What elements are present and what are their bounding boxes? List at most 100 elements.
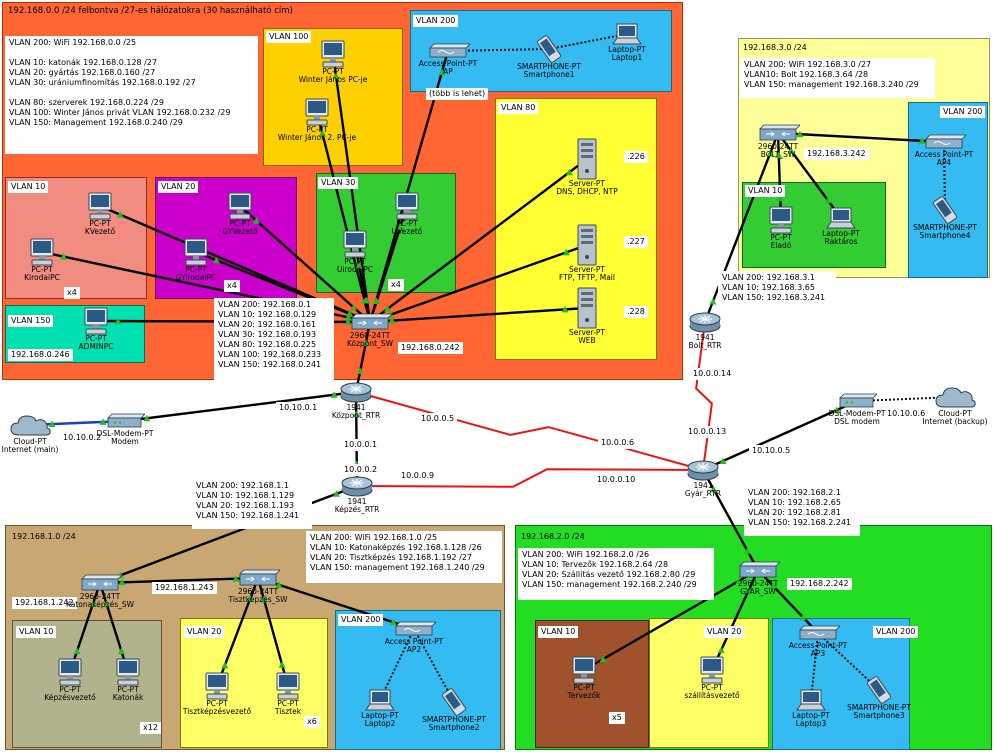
device-ap3[interactable]: Access Point-PT AP3 [776,624,860,658]
ip-10-0-0-5: 10.0.0.5 [418,413,458,425]
device-smartphone1[interactable]: SMARTPHONE-PT Smartphone1 [507,35,591,79]
link-up-marker [710,485,718,493]
device-kepzes-rtr[interactable]: 1941 Képzés_RTR [315,474,399,514]
pc-icon [0,238,84,266]
gyar-info-box: VLAN 200: WiFi 192.168.2.0 /26 VLAN 10: T… [518,548,714,600]
cable-link [239,205,371,323]
device-name-label: Modem [111,436,139,446]
device-model-label: Server-PT [569,265,605,274]
count-x12: x12 [140,722,161,734]
device-tisztkepzes-sw[interactable]: 2960-24TT Tisztképzés_SW [216,568,300,604]
device-ap2[interactable]: Access Point-PT AP2 [372,620,456,654]
device-dns[interactable]: Server-PT DNS, DHCP, NTP [545,138,629,196]
device-bolt-rtr[interactable]: 1941 Bolt_RTR [663,310,747,350]
device-katonak[interactable]: PC-PT Katonák [86,658,170,702]
device-kozpont-sw[interactable]: 2960-24TT Központ_SW [328,312,412,348]
device-gyar-rtr[interactable]: 1941 Gyár_RTR [661,458,745,498]
device-name-label: Eladó [770,240,792,250]
ip-10-0-0-13: 10.0.0.13 [685,426,730,438]
device-smartphone4[interactable]: SMARTPHONE-PT Smartphone4 [903,196,987,240]
device-elado[interactable]: PC-PT Eladó [739,206,823,250]
count-x4-kirodai: x4 [64,287,80,299]
device-szallitasvezeto[interactable]: PC-PT szállításvezető [670,656,754,700]
device-raktaros[interactable]: Laptop-PT Raktáros [799,206,883,246]
device-laptop1[interactable]: Laptop-PT Laptop1 [585,22,669,62]
device-name-label: Smartphone3 [853,710,905,720]
link-up-marker [60,253,68,260]
link-up-marker [275,581,283,588]
device-winter2[interactable]: PC-PT Winter János 2. PC-je [275,98,359,142]
access-point-icon [776,624,860,642]
device-model-label: PC-PT [229,219,251,228]
device-model-label: PC-PT [31,265,53,274]
wireless-link [548,33,628,50]
bolt-rtr-ip-line: VLAN 10: 192.168.3.65 [722,283,815,292]
device-winter1[interactable]: PC-PT Winter János PC-je [291,40,375,84]
vlan-label-e10: VLAN 10 [16,626,57,638]
device-dsl-modem[interactable]: DSL-Modem-PT DSL modem [815,392,899,426]
device-name-label: KVezető [84,226,116,236]
device-modem[interactable]: DSL-Modem-PT Modem [83,412,167,446]
device-adminpc[interactable]: PC-PT ADMINPC [54,307,138,351]
device-name-label: Gyár_RTR [684,488,722,498]
cable-link [99,576,259,585]
wan-link-kepzes-gyar [356,468,704,488]
device-tisztek[interactable]: PC-PT Tisztek [246,672,330,716]
device-model-label: DSL-Modem-PT [96,429,154,438]
bolt-info-line: VLAN10: Bolt 192.168.3.64 /28 [744,70,869,79]
device-kirodaipc[interactable]: PC-PT KirodaiPC [0,238,84,282]
switch-icon [216,568,300,588]
device-web[interactable]: Server-PT WEB [545,287,629,345]
device-urodaipc[interactable]: PC-PT UirodaiPC [313,230,397,274]
link-up-marker [796,130,804,138]
link-up-marker [143,414,151,422]
link-up-marker [346,310,354,317]
smartphone-icon [412,688,496,716]
device-ap4[interactable]: Access Point-PT AP4 [902,133,986,167]
device-name-label: Internet (backup) [922,416,988,426]
device-model-label: Access Point-PT [788,641,848,650]
link-up-marker [332,490,340,497]
device-ftp[interactable]: Server-PT FTP, TFTP, Mail [545,224,629,282]
device-ap[interactable]: Access Point-PT AP [406,42,490,76]
kepzes-rtr-ip-line: VLAN 10: 192.168.1.129 [196,491,295,500]
device-model-label: 1941 [347,497,367,506]
device-tisztkepzesvezeto[interactable]: PC-PT Tisztképzésvezető [175,672,259,716]
smartphone-icon [903,196,987,224]
device-model-label: PC-PT [185,265,207,274]
device-name-label: Smartphone1 [523,69,575,79]
ip-gyar-sw: 192.168.2.242 [787,578,852,590]
link-up-marker [355,262,363,269]
ip-10-10-0-5: 10.10.0.5 [749,445,794,457]
device-smartphone3[interactable]: SMARTPHONE-PT Smartphone3 [837,676,921,720]
pc-icon [154,238,238,266]
device-gyirodaipc[interactable]: PC-PT GYirodaiPC [154,238,238,282]
device-kepzesvezeto[interactable]: PC-PT Képzésvezető [28,658,112,702]
device-laptop2[interactable]: Laptop-PT Laptop2 [338,688,422,728]
device-kvezeto[interactable]: PC-PT KVezető [58,192,142,236]
pc-icon [28,658,112,686]
device-gyvezeto[interactable]: PC-PT GYVezető [198,192,282,236]
device-smartphone2[interactable]: SMARTPHONE-PT Smartphone2 [412,688,496,732]
device-kozpont-rtr[interactable]: 1941 Központ_RTR [314,380,398,420]
device-katonakepzes-sw[interactable]: 2960-24TT Katonaképzés_SW [58,573,142,609]
laptop-icon [338,688,422,712]
link-up-marker [318,129,326,137]
device-cloud-backup[interactable]: Cloud-PT Internet (backup) [913,384,994,426]
pc-icon [275,98,359,126]
device-bolt-sw[interactable]: 2960-24TT BOLT_SW [736,123,820,159]
device-cloud-main[interactable]: Cloud-PT Internet (main) [0,412,72,454]
gyar-rtr-ip-line: VLAN 10: 192.168.2.65 [748,498,841,507]
gyar-info-line: VLAN 10: Tervezők 192.168.2.64 /28 [522,560,669,569]
device-tervezok[interactable]: PC-PT Tervezők [542,656,626,700]
kepzes-info-line: VLAN 200: WiFi 192.168.1.0 /25 [310,533,438,542]
server-icon [545,224,629,266]
device-model-label: SMARTPHONE-PT [517,62,581,71]
ip-227: .227 [624,236,648,248]
device-uvezeto[interactable]: PC-PT UVezető [365,192,449,236]
device-laptop3[interactable]: Laptop-PT Laptop3 [769,688,853,728]
device-model-label: Server-PT [569,179,605,188]
device-gyar-sw[interactable]: 2960-24TT GYAR_SW [716,560,800,596]
vlan-label-k100: VLAN 100 [266,31,312,43]
